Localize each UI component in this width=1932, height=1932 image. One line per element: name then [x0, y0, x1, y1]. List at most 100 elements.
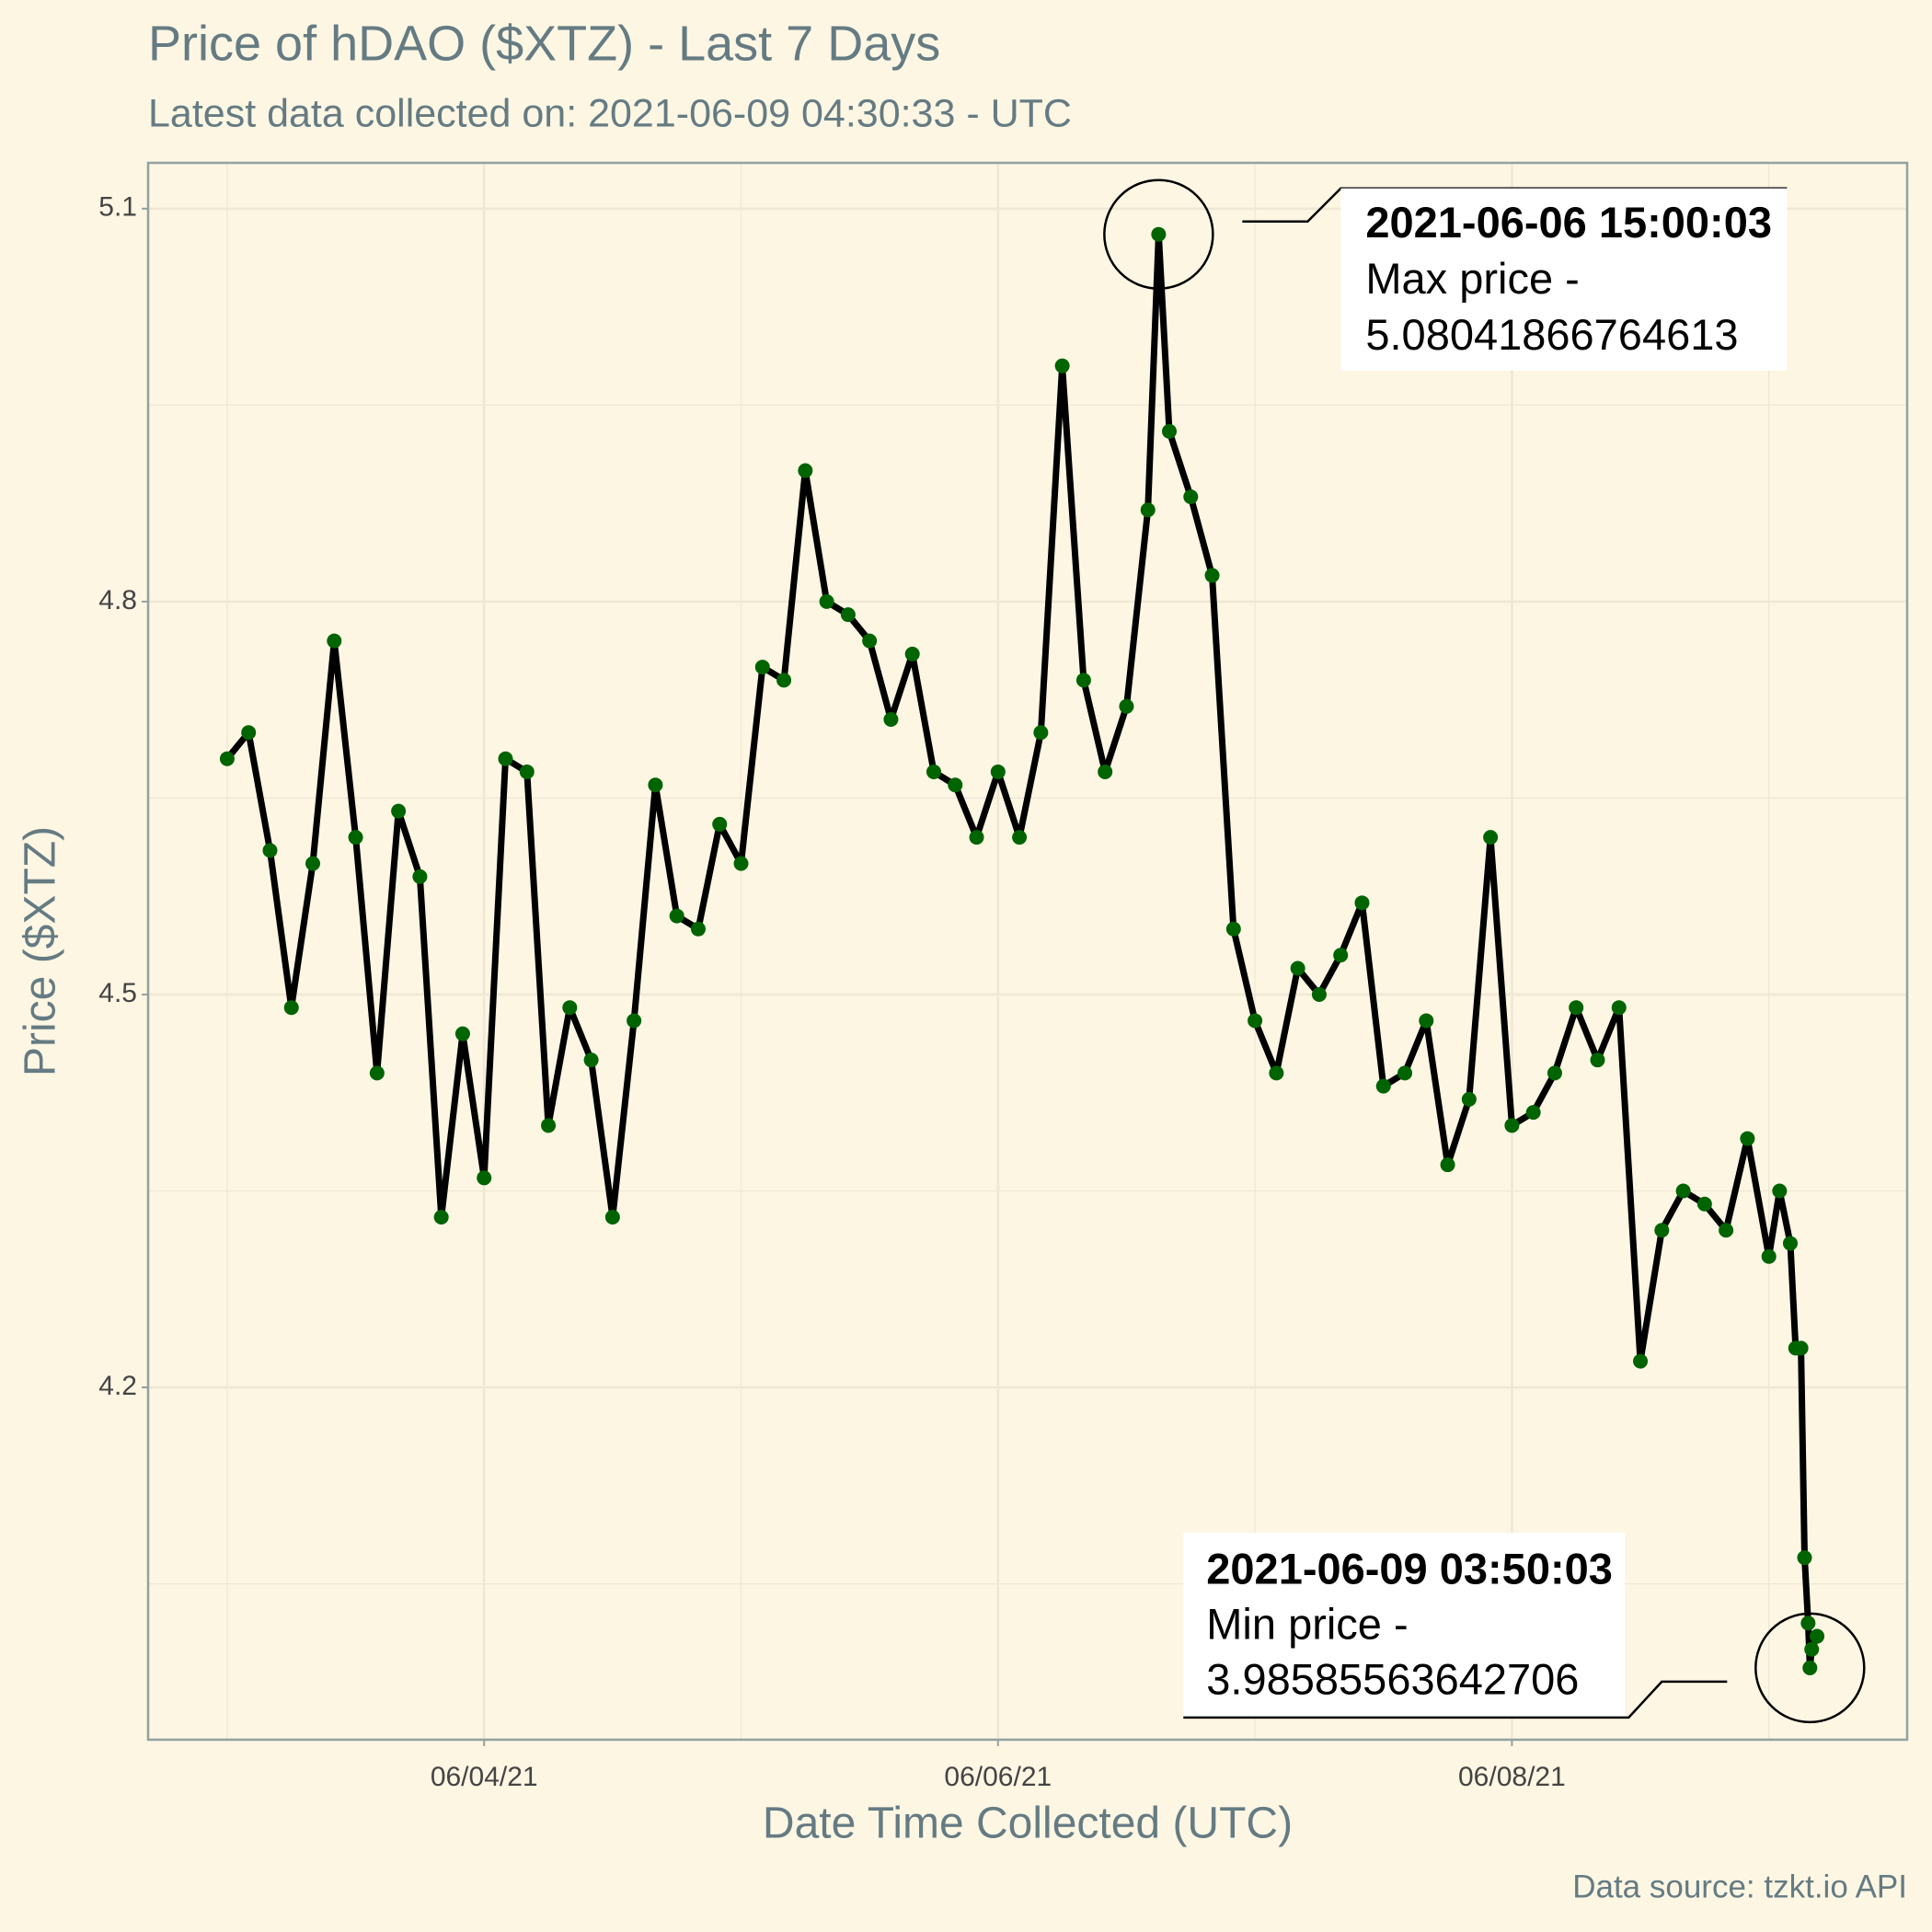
price-point: [498, 751, 513, 766]
price-point: [1151, 226, 1167, 242]
price-point: [1119, 698, 1134, 714]
price-point: [1525, 1105, 1541, 1121]
price-point: [1183, 489, 1199, 505]
price-point: [1033, 725, 1049, 741]
price-point: [627, 1013, 642, 1029]
price-point: [1761, 1248, 1777, 1264]
price-point: [690, 921, 706, 937]
price-point: [883, 712, 899, 728]
price-point: [391, 803, 407, 819]
price-point: [1269, 1065, 1284, 1081]
price-point: [1333, 948, 1349, 963]
price-point: [369, 1065, 385, 1081]
price-point: [305, 856, 321, 871]
price-point: [1772, 1183, 1788, 1199]
highlight-circle: [1103, 178, 1214, 290]
annotation-text: 2021-06-09 03:50:03: [1206, 1544, 1613, 1593]
price-point: [1375, 1078, 1391, 1094]
price-point: [1204, 568, 1220, 583]
label-box: [1340, 188, 1788, 371]
price-point: [1611, 1000, 1627, 1016]
price-point: [1802, 1660, 1818, 1675]
price-point: [1161, 423, 1177, 439]
price-point: [1797, 1550, 1812, 1566]
price-point: [819, 593, 834, 609]
price-point: [327, 633, 342, 649]
price-point: [840, 607, 856, 623]
price-point: [541, 1118, 557, 1133]
marks: [219, 226, 1825, 1675]
price-point: [1675, 1183, 1691, 1199]
price-point: [862, 633, 878, 649]
price-point: [283, 1000, 299, 1016]
price-point: [1590, 1052, 1605, 1068]
price-point: [477, 1170, 492, 1186]
price-point: [1800, 1616, 1816, 1631]
price-point: [219, 751, 235, 766]
price-point: [969, 830, 984, 845]
price-point: [1075, 673, 1091, 688]
price-point: [1740, 1131, 1755, 1146]
price-point: [712, 816, 728, 832]
price-point: [1569, 1000, 1584, 1016]
y-tick-label: 4.2: [98, 1371, 137, 1401]
price-point: [1248, 1013, 1263, 1029]
price-point: [990, 764, 1006, 779]
annotation-text: 3.98585563642706: [1206, 1654, 1579, 1703]
annotation-text: 2021-06-06 15:00:03: [1365, 198, 1772, 247]
price-point: [754, 660, 770, 675]
price-point: [433, 1209, 449, 1225]
grid: 4.2 4.5 4.8 5.1 06/04/21 06/06/21 06/08/21: [98, 163, 1907, 1792]
price-point: [1696, 1196, 1712, 1212]
price-point: [1810, 1628, 1825, 1644]
price-point: [1461, 1091, 1477, 1107]
chart-title: Price of hDAO ($XTZ) - Last 7 Days: [148, 16, 940, 71]
price-point: [926, 764, 941, 779]
highlight-circle: [1754, 1612, 1866, 1724]
price-point: [519, 764, 535, 779]
price-point: [1504, 1118, 1520, 1133]
price-point: [1311, 986, 1327, 1002]
annotation-text: 5.08041866764613: [1365, 310, 1738, 359]
price-point: [1804, 1641, 1820, 1657]
price-point: [1654, 1223, 1670, 1238]
price-point: [1225, 921, 1241, 937]
price-point: [262, 843, 278, 858]
price-point: [1547, 1065, 1562, 1081]
annotations: 2021-06-06 15:00:03 Max price - 5.08041866…: [1103, 178, 1866, 1724]
price-point: [1290, 960, 1305, 976]
x-tick-label: 06/04/21: [431, 1762, 538, 1792]
price-point: [1483, 830, 1499, 845]
price-point: [562, 1000, 578, 1016]
price-point: [1054, 358, 1070, 374]
y-axis-title: Price ($XTZ): [17, 826, 65, 1076]
price-point: [1782, 1236, 1798, 1251]
y-tick-label: 5.1: [98, 192, 137, 223]
price-point: [1633, 1353, 1649, 1369]
x-tick-label: 06/06/21: [944, 1762, 1052, 1792]
connector: [1183, 1680, 1728, 1719]
price-point: [776, 673, 792, 688]
price-point: [348, 830, 363, 845]
annotation-text: Min price -: [1206, 1599, 1408, 1648]
price-point: [948, 777, 963, 793]
price-point: [1719, 1223, 1734, 1238]
chart-subtitle: Latest data collected on: 2021-06-09 04:…: [148, 91, 1072, 135]
price-point: [1440, 1157, 1455, 1173]
price-point: [1419, 1013, 1434, 1029]
plot-border: [146, 161, 1909, 1742]
price-point: [583, 1052, 599, 1068]
price-point: [798, 463, 813, 478]
price-point: [412, 868, 428, 884]
y-tick-label: 4.8: [98, 585, 137, 615]
price-point: [454, 1026, 470, 1041]
price-point: [733, 856, 749, 871]
price-point: [669, 908, 684, 924]
y-tick-label: 4.5: [98, 978, 137, 1008]
price-point: [904, 646, 920, 661]
price-point: [1012, 830, 1028, 845]
annotation-text: Max price -: [1365, 254, 1579, 303]
label-box: [1183, 1532, 1626, 1718]
x-axis-title: Date Time Collected (UTC): [763, 1800, 1293, 1848]
caption: Data source: tzkt.io API: [1572, 1869, 1907, 1904]
